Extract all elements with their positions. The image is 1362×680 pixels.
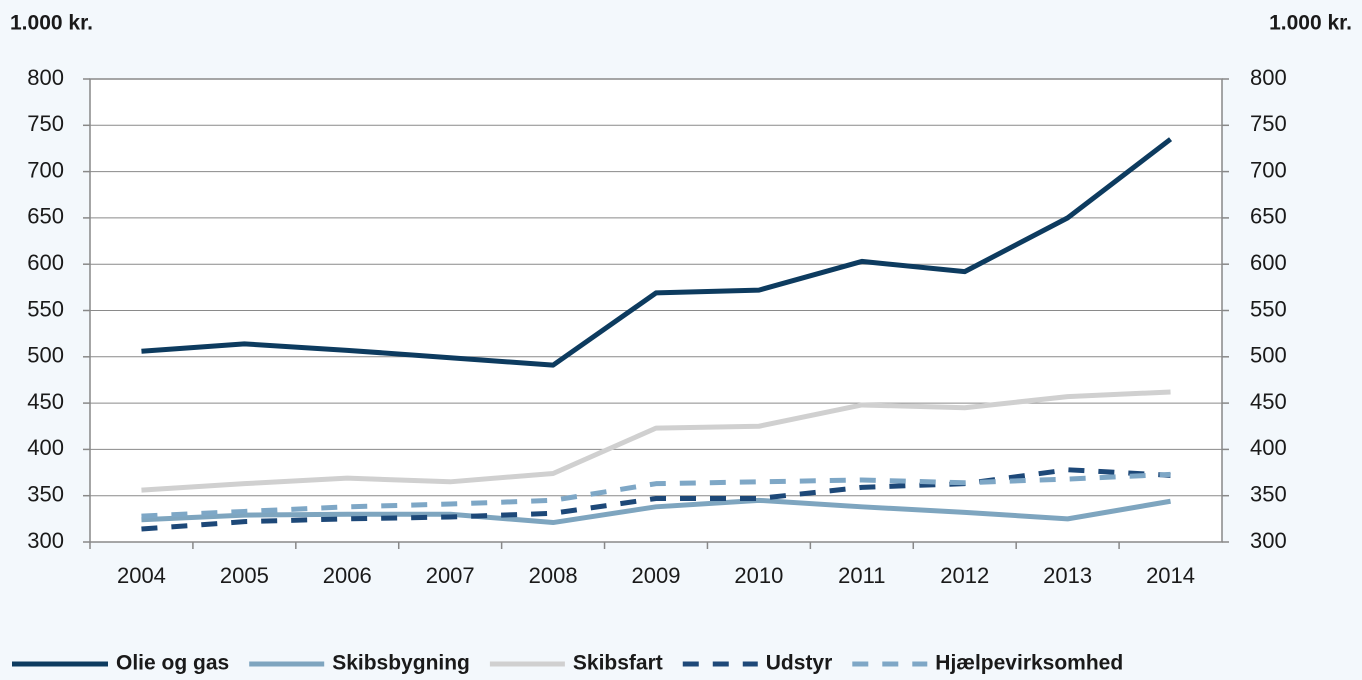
y2-tick-label: 650 — [1250, 204, 1287, 229]
x-tick-label: 2004 — [117, 563, 166, 588]
y2-tick-label: 550 — [1250, 296, 1287, 321]
y-tick-label: 800 — [27, 65, 64, 90]
y-tick-label: 450 — [27, 389, 64, 414]
x-tick-label: 2006 — [323, 563, 372, 588]
y-tick-label: 400 — [27, 435, 64, 460]
series-line — [141, 471, 1171, 519]
series-line — [141, 137, 1173, 368]
y-tick-label: 700 — [27, 157, 64, 182]
y2-tick-label: 500 — [1250, 343, 1287, 368]
x-tick-label: 2005 — [220, 563, 269, 588]
y2-tick-label: 800 — [1250, 65, 1287, 90]
y2-tick-label: 450 — [1250, 389, 1287, 414]
y-tick-label: 550 — [27, 296, 64, 321]
series-line — [141, 497, 1171, 526]
y2-tick-label: 400 — [1250, 435, 1287, 460]
x-tick-label: 2007 — [426, 563, 475, 588]
x-tick-label: 2011 — [838, 563, 885, 588]
y2-tick-label: 300 — [1250, 528, 1287, 553]
y2-tick-label: 700 — [1250, 157, 1287, 182]
x-tick-label: 2012 — [940, 563, 989, 588]
legend-label: Skibsbygning — [332, 652, 470, 675]
x-tick-label: 2014 — [1146, 563, 1195, 588]
y-tick-label: 500 — [27, 343, 64, 368]
legend-label: Olie og gas — [116, 652, 229, 675]
legend-label: Hjælpevirksomhed — [935, 652, 1123, 675]
y2-tick-label: 350 — [1250, 482, 1287, 507]
x-tick-label: 2008 — [529, 563, 578, 588]
y2-tick-label: 750 — [1250, 111, 1287, 136]
legend-label: Udstyr — [766, 652, 833, 675]
legend-label: Skibsfart — [573, 652, 663, 675]
x-tick-label: 2013 — [1043, 563, 1092, 588]
y-tick-label: 750 — [27, 111, 64, 136]
y-axis-label: 1.000 kr. — [10, 12, 93, 35]
x-tick-label: 2009 — [632, 563, 681, 588]
y-tick-label: 350 — [27, 482, 64, 507]
series-line — [141, 389, 1171, 493]
y2-axis-label: 1.000 kr. — [1269, 12, 1352, 35]
y-tick-label: 650 — [27, 204, 64, 229]
y2-tick-label: 600 — [1250, 250, 1287, 275]
series-line — [141, 467, 1171, 532]
y-tick-label: 300 — [27, 528, 64, 553]
y-tick-label: 600 — [27, 250, 64, 275]
x-tick-label: 2010 — [734, 563, 783, 588]
